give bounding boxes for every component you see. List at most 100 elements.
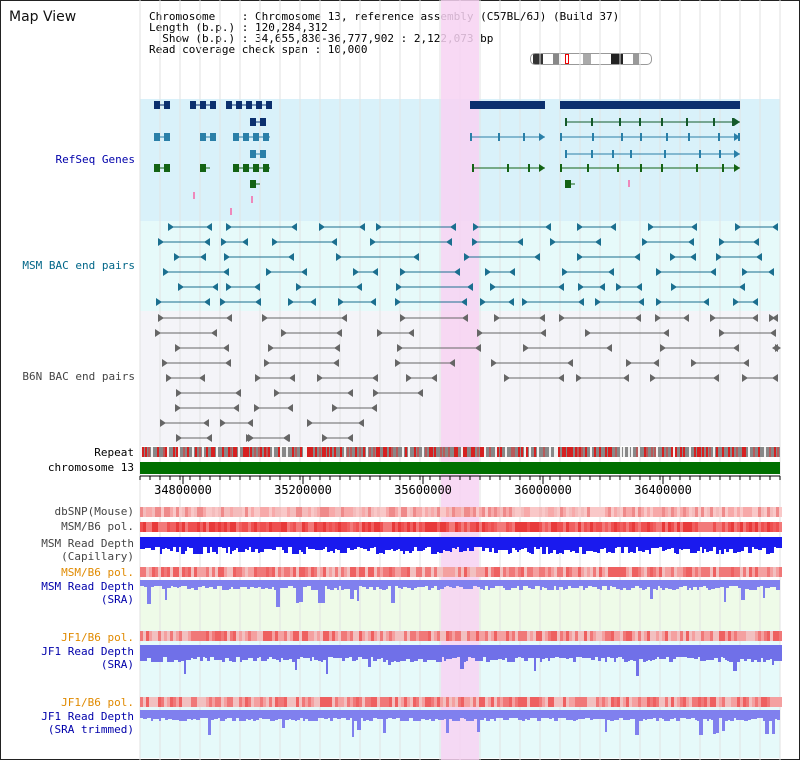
depth-bar	[597, 537, 600, 553]
heat-cell	[530, 697, 533, 707]
heat-cell	[242, 697, 245, 707]
heat-cell	[710, 631, 713, 641]
repeat-segment	[187, 447, 189, 457]
depth-bar	[467, 580, 470, 589]
heat-cell	[248, 522, 251, 532]
heat-cell	[206, 631, 209, 641]
repeat-segment	[571, 447, 573, 457]
depth-bar	[452, 710, 456, 721]
repeat-segment	[334, 447, 336, 457]
heat-cell	[557, 631, 560, 641]
heat-cell	[656, 507, 659, 517]
heat-cell	[173, 522, 176, 532]
repeat-segment	[567, 447, 569, 457]
depth-bar	[554, 580, 556, 586]
track-label-jf1-depth-sra[interactable]: JF1 Read Depth (SRA)	[41, 645, 134, 671]
depth-bar	[403, 580, 407, 587]
heat-cell	[713, 507, 716, 517]
heat-cell	[278, 507, 281, 517]
depth-bar	[446, 580, 449, 586]
heat-cell	[320, 507, 323, 517]
heat-cell	[677, 567, 680, 577]
depth-bar	[307, 645, 310, 658]
heat-cell	[158, 522, 161, 532]
repeat-segment	[373, 447, 375, 457]
heat-cell	[311, 697, 314, 707]
heat-cell	[491, 522, 494, 532]
track-label-chromosome: chromosome 13	[47, 461, 134, 474]
heat-cell	[542, 567, 545, 577]
repeat-segment	[471, 447, 473, 457]
heat-cell	[578, 507, 581, 517]
heat-cell	[644, 507, 647, 517]
repeat-segment	[222, 447, 224, 457]
depth-bar	[446, 645, 450, 659]
heat-cell	[707, 631, 710, 641]
heat-cell	[518, 697, 521, 707]
heat-cell	[638, 697, 641, 707]
depth-bar	[191, 645, 193, 658]
heat-cell	[722, 507, 725, 517]
heat-cell	[503, 522, 506, 532]
heat-cell	[611, 631, 614, 641]
heat-cell	[287, 522, 290, 532]
depth-bar	[466, 645, 468, 661]
heat-cell	[746, 567, 749, 577]
depth-bar	[268, 580, 272, 589]
depth-bar	[765, 710, 769, 734]
depth-bar	[383, 710, 386, 733]
track-label-jf1-depth-trimmed[interactable]: JF1 Read Depth (SRA trimmed)	[41, 710, 134, 736]
track-label-msm-depth-sra[interactable]: MSM Read Depth (SRA)	[41, 580, 134, 606]
heat-cell	[707, 522, 710, 532]
heat-cell	[422, 507, 425, 517]
depth-bar	[245, 537, 247, 549]
heat-cell	[728, 631, 731, 641]
bac-end	[431, 374, 437, 382]
track-label-msm-depth-capillary[interactable]: MSM Read Depth (Capillary)	[41, 537, 134, 563]
track-label-msm-bac[interactable]: MSM BAC end pairs	[22, 259, 135, 272]
depth-bar	[344, 580, 347, 589]
heat-cell	[218, 522, 221, 532]
heat-cell	[416, 631, 419, 641]
repeat-segment	[247, 447, 249, 457]
bac-end	[648, 223, 654, 231]
track-label-jf1-b6-pol[interactable]: JF1/B6 pol.	[61, 631, 134, 644]
track-label-msm-b6-pol[interactable]: MSM/B6 pol.	[61, 520, 134, 533]
heat-cell	[362, 522, 365, 532]
heat-cell	[254, 631, 257, 641]
depth-bar	[477, 580, 480, 587]
heat-cell	[764, 631, 767, 641]
depth-bar	[158, 580, 162, 586]
depth-bar	[335, 710, 337, 718]
depth-bar	[274, 580, 276, 590]
depth-bar	[155, 537, 158, 547]
track-label-b6n-bac[interactable]: B6N BAC end pairs	[22, 370, 135, 383]
heat-cell	[593, 567, 596, 577]
depth-bar	[519, 580, 523, 590]
heat-cell	[464, 507, 467, 517]
depth-bar	[259, 645, 261, 657]
track-label-refseq[interactable]: RefSeq Genes	[55, 153, 135, 166]
track-label-dbsnp[interactable]: dbSNP(Mouse)	[54, 505, 134, 518]
heat-cell	[431, 567, 434, 577]
heat-cell	[314, 507, 317, 517]
heat-cell	[386, 522, 389, 532]
depth-bar	[208, 710, 211, 735]
heat-cell	[626, 507, 629, 517]
bac-end	[772, 374, 778, 382]
heat-cell	[620, 522, 623, 532]
depth-bar	[140, 645, 143, 661]
heat-cell	[377, 507, 380, 517]
heat-cell	[254, 522, 257, 532]
repeat-segment	[581, 447, 583, 457]
track-label-msm-b6-pol-2[interactable]: MSM/B6 pol.	[61, 566, 134, 579]
repeat-segment	[389, 447, 391, 457]
gene-exon	[200, 164, 206, 172]
heat-cell	[221, 567, 224, 577]
heat-cell	[638, 631, 641, 641]
track-label-jf1-b6-pol-2[interactable]: JF1/B6 pol.	[61, 696, 134, 709]
heat-cell	[281, 522, 284, 532]
heat-cell	[407, 507, 410, 517]
bac-end	[372, 268, 378, 276]
